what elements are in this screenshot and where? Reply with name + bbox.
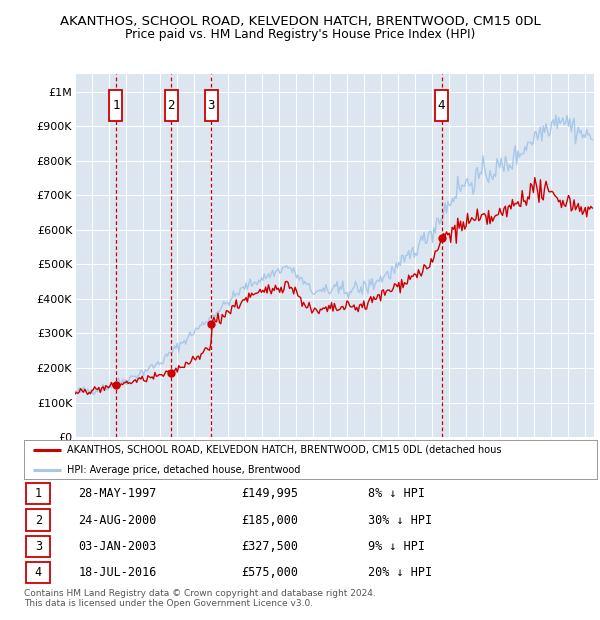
FancyBboxPatch shape [26, 510, 50, 531]
Text: 3: 3 [35, 540, 42, 553]
Text: Contains HM Land Registry data © Crown copyright and database right 2024.
This d: Contains HM Land Registry data © Crown c… [24, 589, 376, 608]
Text: AKANTHOS, SCHOOL ROAD, KELVEDON HATCH, BRENTWOOD, CM15 0DL (detached hous: AKANTHOS, SCHOOL ROAD, KELVEDON HATCH, B… [67, 445, 502, 455]
FancyBboxPatch shape [109, 90, 122, 121]
Text: 24-AUG-2000: 24-AUG-2000 [79, 513, 157, 526]
Text: 30% ↓ HPI: 30% ↓ HPI [368, 513, 432, 526]
Text: HPI: Average price, detached house, Brentwood: HPI: Average price, detached house, Bren… [67, 465, 301, 475]
FancyBboxPatch shape [164, 90, 178, 121]
FancyBboxPatch shape [26, 483, 50, 504]
Text: 8% ↓ HPI: 8% ↓ HPI [368, 487, 425, 500]
Text: 1: 1 [35, 487, 42, 500]
Text: 2: 2 [35, 513, 42, 526]
Text: 18-JUL-2016: 18-JUL-2016 [79, 566, 157, 579]
Text: 4: 4 [438, 99, 445, 112]
Text: 28-MAY-1997: 28-MAY-1997 [79, 487, 157, 500]
Text: 20% ↓ HPI: 20% ↓ HPI [368, 566, 432, 579]
FancyBboxPatch shape [26, 536, 50, 557]
Text: 9% ↓ HPI: 9% ↓ HPI [368, 540, 425, 553]
Text: £575,000: £575,000 [242, 566, 299, 579]
Text: 4: 4 [35, 566, 42, 579]
Text: 3: 3 [208, 99, 215, 112]
Text: £185,000: £185,000 [242, 513, 299, 526]
Text: £327,500: £327,500 [242, 540, 299, 553]
Text: Price paid vs. HM Land Registry's House Price Index (HPI): Price paid vs. HM Land Registry's House … [125, 28, 475, 41]
Text: 1: 1 [112, 99, 119, 112]
Text: AKANTHOS, SCHOOL ROAD, KELVEDON HATCH, BRENTWOOD, CM15 0DL: AKANTHOS, SCHOOL ROAD, KELVEDON HATCH, B… [59, 16, 541, 29]
Text: £149,995: £149,995 [242, 487, 299, 500]
FancyBboxPatch shape [26, 562, 50, 583]
FancyBboxPatch shape [205, 90, 218, 121]
FancyBboxPatch shape [435, 90, 448, 121]
Text: 2: 2 [167, 99, 175, 112]
Text: 03-JAN-2003: 03-JAN-2003 [79, 540, 157, 553]
